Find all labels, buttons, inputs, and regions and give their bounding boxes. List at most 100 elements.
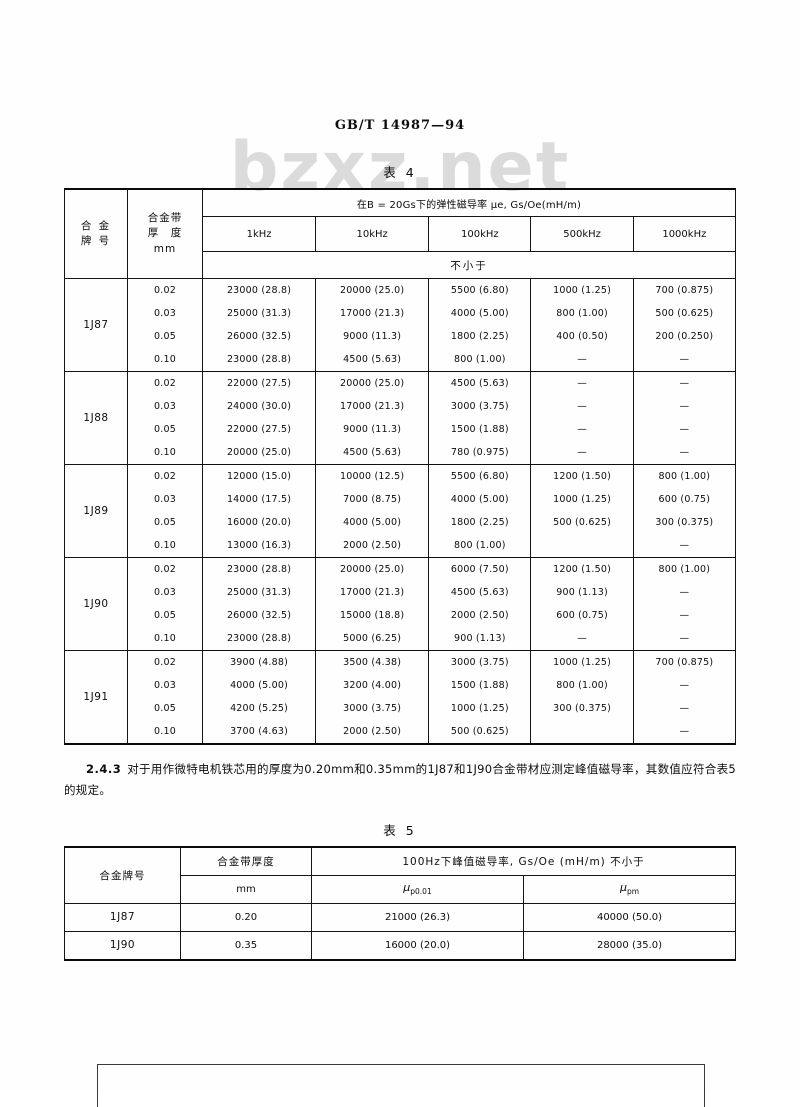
table4-value: 800 (1.00)	[632, 557, 737, 581]
table4-grade-1j88: 1J88	[64, 371, 128, 465]
table4-value: —	[632, 674, 737, 697]
table4-value: 9000 (11.3)	[315, 325, 430, 348]
table4-value: 25000 (31.3)	[201, 302, 317, 325]
clause-text: 对于用作微特电机铁芯用的厚度为0.20mm和0.35mm的1J87和1J90合金…	[64, 762, 736, 798]
table-row: 0.05 4200 (5.25) 3000 (3.75) 1000 (1.25)…	[65, 697, 737, 720]
table-row: 0.10 20000 (25.0) 4500 (5.63) 780 (0.975…	[65, 441, 737, 465]
table4-thickness: 0.03	[127, 674, 203, 697]
table4-value-blank	[530, 534, 634, 558]
table4-grade-1j90: 1J90	[64, 557, 128, 651]
table4-value: 13000 (16.3)	[201, 534, 317, 558]
table4-value: 4000 (5.00)	[201, 674, 317, 697]
table4-thickness: 0.02	[127, 557, 203, 581]
table-row: 1J90 0.02 23000 (28.8) 20000 (25.0) 6000…	[64, 557, 737, 651]
table4-value: 16000 (20.0)	[201, 511, 317, 534]
table4-value: 23000 (28.8)	[201, 278, 317, 302]
table4-thickness: 0.02	[127, 278, 203, 302]
table-row: 0.10 23000 (28.8) 5000 (6.25) 900 (1.13)…	[65, 627, 737, 651]
table4-value: 700 (0.875)	[632, 278, 737, 302]
table4-value: 4000 (5.00)	[428, 302, 532, 325]
table-row: 0.03 25000 (31.3) 17000 (21.3) 4000 (5.0…	[65, 302, 737, 325]
table4-value: 400 (0.50)	[530, 325, 634, 348]
table4-col-header-grade: 合 金 牌 号	[64, 188, 128, 279]
table4-value: 1200 (1.50)	[530, 557, 634, 581]
page-content: 表 4 合 金 牌 号 合金带 厚 度 mm 在B = 20Gs下的弹性磁导率 …	[64, 140, 737, 961]
table4-value: 10000 (12.5)	[315, 464, 430, 488]
table-row: 1J87 0.20 21000 (26.3) 40000 (50.0)	[64, 902, 737, 932]
table4-value: 600 (0.75)	[530, 604, 634, 627]
table4-value: 300 (0.375)	[632, 511, 737, 534]
table4-freq-100khz: 100kHz	[428, 216, 532, 252]
table4-value: 1800 (2.25)	[428, 511, 532, 534]
table4-value: 17000 (21.3)	[315, 581, 430, 604]
table4-freq-500khz: 500kHz	[530, 216, 634, 252]
table-row: 0.05 26000 (32.5) 9000 (11.3) 1800 (2.25…	[65, 325, 737, 348]
table4-value: —	[530, 348, 634, 372]
table5-mu-pm: 28000 (35.0)	[522, 930, 737, 961]
table-row: 0.10 13000 (16.3) 2000 (2.50) 800 (1.00)…	[65, 534, 737, 558]
table5-mu-p001: 21000 (26.3)	[311, 902, 524, 932]
table5-caption: 表 5	[383, 822, 417, 838]
table4-thickness: 0.10	[127, 348, 203, 372]
table4-value: 6000 (7.50)	[428, 557, 532, 581]
table4-value: —	[632, 720, 737, 745]
table4-span-header: 在B = 20Gs下的弹性磁导率 μe, Gs/Oe(mH/m)	[202, 188, 736, 217]
table4-thickness: 0.10	[127, 720, 203, 745]
table4-value: 1000 (1.25)	[530, 488, 634, 511]
table5-mu-pm: 40000 (50.0)	[522, 902, 737, 932]
table4-thickness: 0.05	[127, 511, 203, 534]
table4-value: 3900 (4.88)	[201, 650, 317, 674]
table5-col-header-thickness: 合金带厚度	[180, 846, 312, 876]
table4-elastic-permeability: 合 金 牌 号 合金带 厚 度 mm 在B = 20Gs下的弹性磁导率 μe, …	[64, 188, 737, 745]
table4-value: 800 (1.00)	[632, 464, 737, 488]
table4-value: 20000 (25.0)	[315, 371, 430, 395]
table4-value: 23000 (28.8)	[201, 627, 317, 651]
table4-value: 9000 (11.3)	[315, 418, 430, 441]
table4-value: 800 (1.00)	[530, 302, 634, 325]
table4-value: 5500 (6.80)	[428, 278, 532, 302]
table4-value: 2000 (2.50)	[315, 720, 430, 745]
table4-freq-10khz: 10kHz	[315, 216, 430, 252]
table-row: 0.03 24000 (30.0) 17000 (21.3) 3000 (3.7…	[65, 395, 737, 418]
table4-value: 800 (1.00)	[428, 348, 532, 372]
table4-value: 20000 (25.0)	[315, 278, 430, 302]
clause-2-4-3: 2.4.3 对于用作微特电机铁芯用的厚度为0.20mm和0.35mm的1J87和1…	[64, 759, 736, 802]
table4-col-header-thickness: 合金带 厚 度 mm	[127, 188, 203, 279]
table4-value: —	[530, 627, 634, 651]
table4-thickness: 0.02	[127, 371, 203, 395]
table4-freq-1khz: 1kHz	[201, 216, 317, 252]
table4-value: 4000 (5.00)	[428, 488, 532, 511]
table4-value: 1200 (1.50)	[530, 464, 634, 488]
table4-value: 4000 (5.00)	[315, 511, 430, 534]
table4-value: 4500 (5.63)	[315, 348, 430, 372]
table4-value: 3000 (3.75)	[428, 650, 532, 674]
table4-grade-1j91: 1J91	[64, 650, 128, 745]
table4-value: 20000 (25.0)	[315, 557, 430, 581]
table4-value: 1000 (1.25)	[428, 697, 532, 720]
table4-value: 900 (1.13)	[530, 581, 634, 604]
table4-value: 600 (0.75)	[632, 488, 737, 511]
table5-thickness: 0.35	[180, 930, 312, 961]
table-row: 1J87 0.02 23000 (28.8) 20000 (25.0) 5500…	[64, 278, 737, 372]
table4-value: 23000 (28.8)	[201, 557, 317, 581]
table4-value: 23000 (28.8)	[201, 348, 317, 372]
table4-thickness: 0.05	[127, 325, 203, 348]
table4-value: —	[632, 348, 737, 372]
table4-value: —	[632, 581, 737, 604]
table4-thickness: 0.03	[127, 581, 203, 604]
table5-thickness: 0.20	[180, 902, 312, 932]
table4-value: 15000 (18.8)	[315, 604, 430, 627]
table4-value: 2000 (2.50)	[315, 534, 430, 558]
table4-value: —	[632, 627, 737, 651]
table4-freq-1000khz: 1000kHz	[632, 216, 737, 252]
table4-thickness: 0.02	[127, 464, 203, 488]
table-row: 0.05 26000 (32.5) 15000 (18.8) 2000 (2.5…	[65, 604, 737, 627]
table4-value: —	[530, 395, 634, 418]
table4-thickness: 0.10	[127, 534, 203, 558]
table4-thickness: 0.03	[127, 302, 203, 325]
table-row: 0.10 3700 (4.63) 2000 (2.50) 500 (0.625)…	[65, 720, 737, 745]
table4-value: 12000 (15.0)	[201, 464, 317, 488]
table4-value: —	[632, 604, 737, 627]
table4-value: 20000 (25.0)	[201, 441, 317, 465]
